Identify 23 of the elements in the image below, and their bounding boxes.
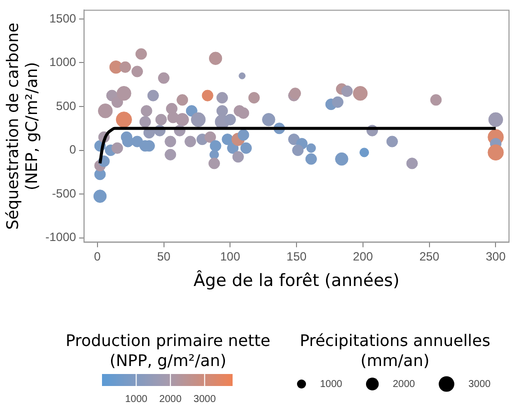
x-tick-label: 300	[486, 250, 506, 264]
x-tick-label: 200	[352, 250, 374, 264]
y-tick-label: 500	[56, 98, 76, 113]
color-bar-label: 3000	[194, 394, 216, 405]
x-tick-label: 50	[157, 250, 171, 264]
y-tick-label: 1000	[49, 55, 76, 70]
legend-label: 1000	[320, 378, 343, 390]
y-tick-label: 0	[69, 142, 76, 157]
color-bar-title: Production primaire nette (NPP, g/m²/an)	[66, 331, 270, 370]
x-tick-label: 250	[419, 250, 440, 264]
legend-label: 2000	[392, 378, 416, 390]
color-bar-label: 2000	[159, 394, 182, 405]
x-axis-title: Âge de la forêt (années)	[194, 270, 400, 292]
legend-label: 3000	[468, 378, 491, 390]
y-tick-label: -500	[52, 186, 76, 200]
x-tick-label: 150	[286, 250, 307, 264]
y-tick-label: -1000	[45, 230, 76, 244]
y-axis-title: Séquestration de carbone (NEP, gC/m²/an)	[2, 22, 41, 230]
x-tick-label: 0	[94, 250, 102, 264]
color-bar-label: 1000	[125, 394, 148, 405]
x-tick-label: 100	[220, 250, 240, 264]
legend-title: Précipitations annuelles (mm/an)	[300, 331, 490, 370]
y-tick-label: 1500	[49, 11, 76, 26]
